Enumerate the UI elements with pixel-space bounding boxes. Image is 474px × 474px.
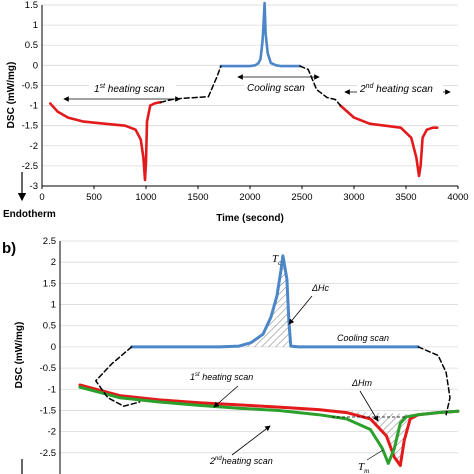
b-first-heating-label: 1st heating scan — [190, 372, 253, 382]
b-y-tick-label: -0.5 — [40, 363, 56, 374]
a-x-tick-label: 4000 — [447, 192, 468, 203]
a-second-heating-label-bg — [357, 82, 443, 95]
b-y-tick-label: -1.5 — [40, 405, 56, 416]
panel-a-gridlines — [42, 4, 458, 187]
b-second-heating-label: 2ndheating scan — [209, 456, 273, 466]
b-y-tick-label: 2.5 — [43, 236, 56, 247]
panel-b-series — [78, 254, 460, 467]
a-y-tick-label: 0 — [33, 60, 38, 71]
a-y-tick-label: -3 — [30, 181, 38, 192]
panel-a-chart: 1.5 1 0.5 0 -0.5 -1 -1.5 -2 -2.5 -3 0 500 1000 1500 2… — [3, 0, 469, 224]
a-first-heating-label: 1st heating scan — [94, 83, 165, 95]
b-y-tick-label: 0.5 — [43, 321, 56, 332]
delta-hm-hatched-area — [330, 410, 419, 466]
panel-a-x-axis-label: Time (second) — [216, 213, 284, 224]
a-x-tick-label: 2000 — [239, 192, 260, 203]
b-series-line — [130, 254, 420, 349]
b-series-line — [78, 383, 460, 467]
a-cooling-label-bg — [244, 81, 312, 94]
a-x-tick-label: 500 — [86, 192, 102, 203]
a-x-tick-label: 1000 — [135, 192, 156, 203]
a-y-tick-label: 1.5 — [25, 0, 38, 11]
a-series-line — [49, 101, 162, 182]
b-series-line — [95, 346, 451, 416]
b-first-heating-arrow — [213, 385, 239, 408]
delta-hm-label: ΔHm — [351, 378, 373, 388]
b-y-tick-label: 1 — [51, 300, 56, 311]
a-y-tick-label: -0.5 — [22, 80, 38, 91]
a-cooling-label: Cooling scan — [247, 83, 305, 94]
tc-label: Tc — [272, 253, 282, 267]
a-y-tick-label: -2 — [30, 141, 38, 152]
a-first-heating-label-bg — [89, 82, 176, 95]
a-x-tick-label: 3500 — [395, 192, 416, 203]
panel-a-y-ticks: 1.5 1 0.5 0 -0.5 -1 -1.5 -2 -2.5 -3 — [22, 0, 38, 192]
a-series-line — [339, 104, 439, 178]
b-y-tick-label: 2 — [51, 257, 56, 268]
a-x-tick-label: 2500 — [291, 192, 312, 203]
b-second-heating-arrow — [231, 425, 271, 456]
a-y-tick-label: -1.5 — [22, 121, 38, 132]
panel-a-series — [49, 1, 439, 182]
b-y-tick-label: 1.5 — [43, 278, 56, 289]
delta-hc-hatched-area — [239, 255, 291, 347]
panel-b-y-ticks: 2.5 2 1.5 1 0.5 0 -0.5 -1 -1.5 -2 -2.5 — [40, 236, 56, 459]
a-y-tick-label: 1 — [33, 20, 38, 31]
a-series-line — [219, 1, 302, 68]
a-y-tick-label: -1 — [30, 101, 38, 112]
a-y-tick-label: 0.5 — [25, 40, 38, 51]
panel-a-y-axis-label: DSC (mW/mg) — [6, 62, 17, 129]
panel-a-x-ticks: 0 500 1000 1500 2000 2500 3000 3500 4000 — [39, 186, 469, 203]
a-second-heating-label: 2nd heating scan — [359, 83, 433, 95]
delta-hm-arrow — [359, 390, 379, 422]
panel-b-label: b) — [2, 240, 16, 257]
endotherm-label: Endotherm — [3, 209, 56, 220]
tm-label: Tm — [358, 461, 369, 474]
a-x-tick-label: 3000 — [343, 192, 364, 203]
b-cooling-label: Cooling scan — [337, 333, 389, 343]
delta-hc-label: ΔHc — [311, 283, 330, 293]
b-y-tick-label: 0 — [51, 342, 56, 353]
b-y-tick-label: -2 — [48, 427, 56, 438]
tm-arrow-hint — [366, 449, 384, 461]
b-y-tick-label: -1 — [48, 384, 56, 395]
a-x-tick-label: 1500 — [187, 192, 208, 203]
b-y-tick-label: -2.5 — [40, 448, 56, 459]
b-series-line — [78, 385, 460, 465]
delta-hc-arrow — [288, 295, 313, 325]
panel-b-y-axis-label: DSC (mW/mg) — [14, 322, 25, 389]
panel-b-chart: b) 2.5 2 1.5 1 0.5 0 -0.5 -1 -1.5 -2 -2.5 DSC (mW/… — [2, 236, 460, 474]
a-x-tick-label: 0 — [39, 192, 44, 203]
a-y-tick-label: -2.5 — [22, 161, 38, 172]
